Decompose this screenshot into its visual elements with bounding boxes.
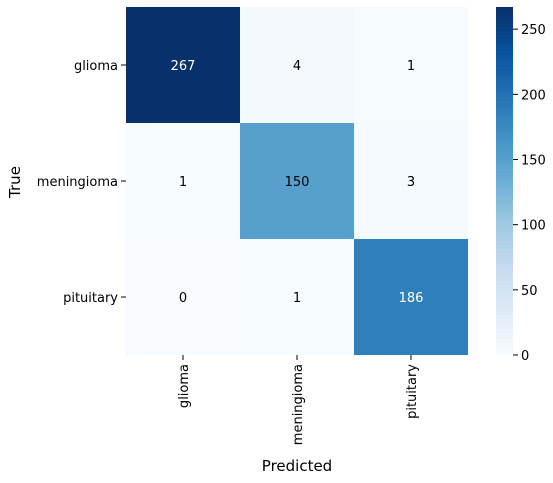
y-tick-label: glioma [74,59,118,74]
colorbar-ticks: 0 50 100 150 200 250 [513,23,546,364]
cell-value-label: 0 [179,291,187,306]
cell-value-label: 267 [171,59,196,74]
y-tick-label: meningioma [37,175,118,190]
colorbar-tick-label: 0 [521,349,529,364]
colorbar-tick-label: 150 [521,153,546,168]
cell-value-label: 1 [293,291,301,306]
colorbar-tick-label: 50 [521,284,538,299]
heatmap-cell [354,7,468,123]
cell-value-label: 3 [407,175,415,190]
x-tick-label: pituitary [405,364,420,419]
x-tick-label: glioma [177,364,192,408]
heatmap-cell [354,239,468,355]
colorbar-tick-label: 200 [521,88,546,103]
heatmap-cells [126,7,468,355]
heatmap-cell [126,7,240,123]
colorbar [496,7,513,355]
colorbar-tick-label: 100 [521,219,546,234]
x-tick-label: meningioma [291,364,306,445]
heatmap-cell [240,7,354,123]
heatmap-cell [126,239,240,355]
x-axis-title: Predicted [262,457,332,475]
cell-value-label: 1 [407,59,415,74]
y-axis: glioma meningioma pituitary [37,59,126,306]
cell-value-label: 1 [179,175,187,190]
cell-value-label: 150 [285,175,310,190]
heatmap-cell [126,123,240,239]
cell-annotations: 267 4 1 1 150 3 0 1 186 [171,59,424,306]
heatmap-cell [240,239,354,355]
x-axis: glioma meningioma pituitary [177,355,420,445]
y-axis-title: True [6,166,24,199]
colorbar-tick-label: 250 [521,23,546,38]
heatmap-cell [240,123,354,239]
heatmap-cell [354,123,468,239]
y-tick-label: pituitary [63,291,118,306]
cell-value-label: 186 [399,291,424,306]
cell-value-label: 4 [293,59,301,74]
